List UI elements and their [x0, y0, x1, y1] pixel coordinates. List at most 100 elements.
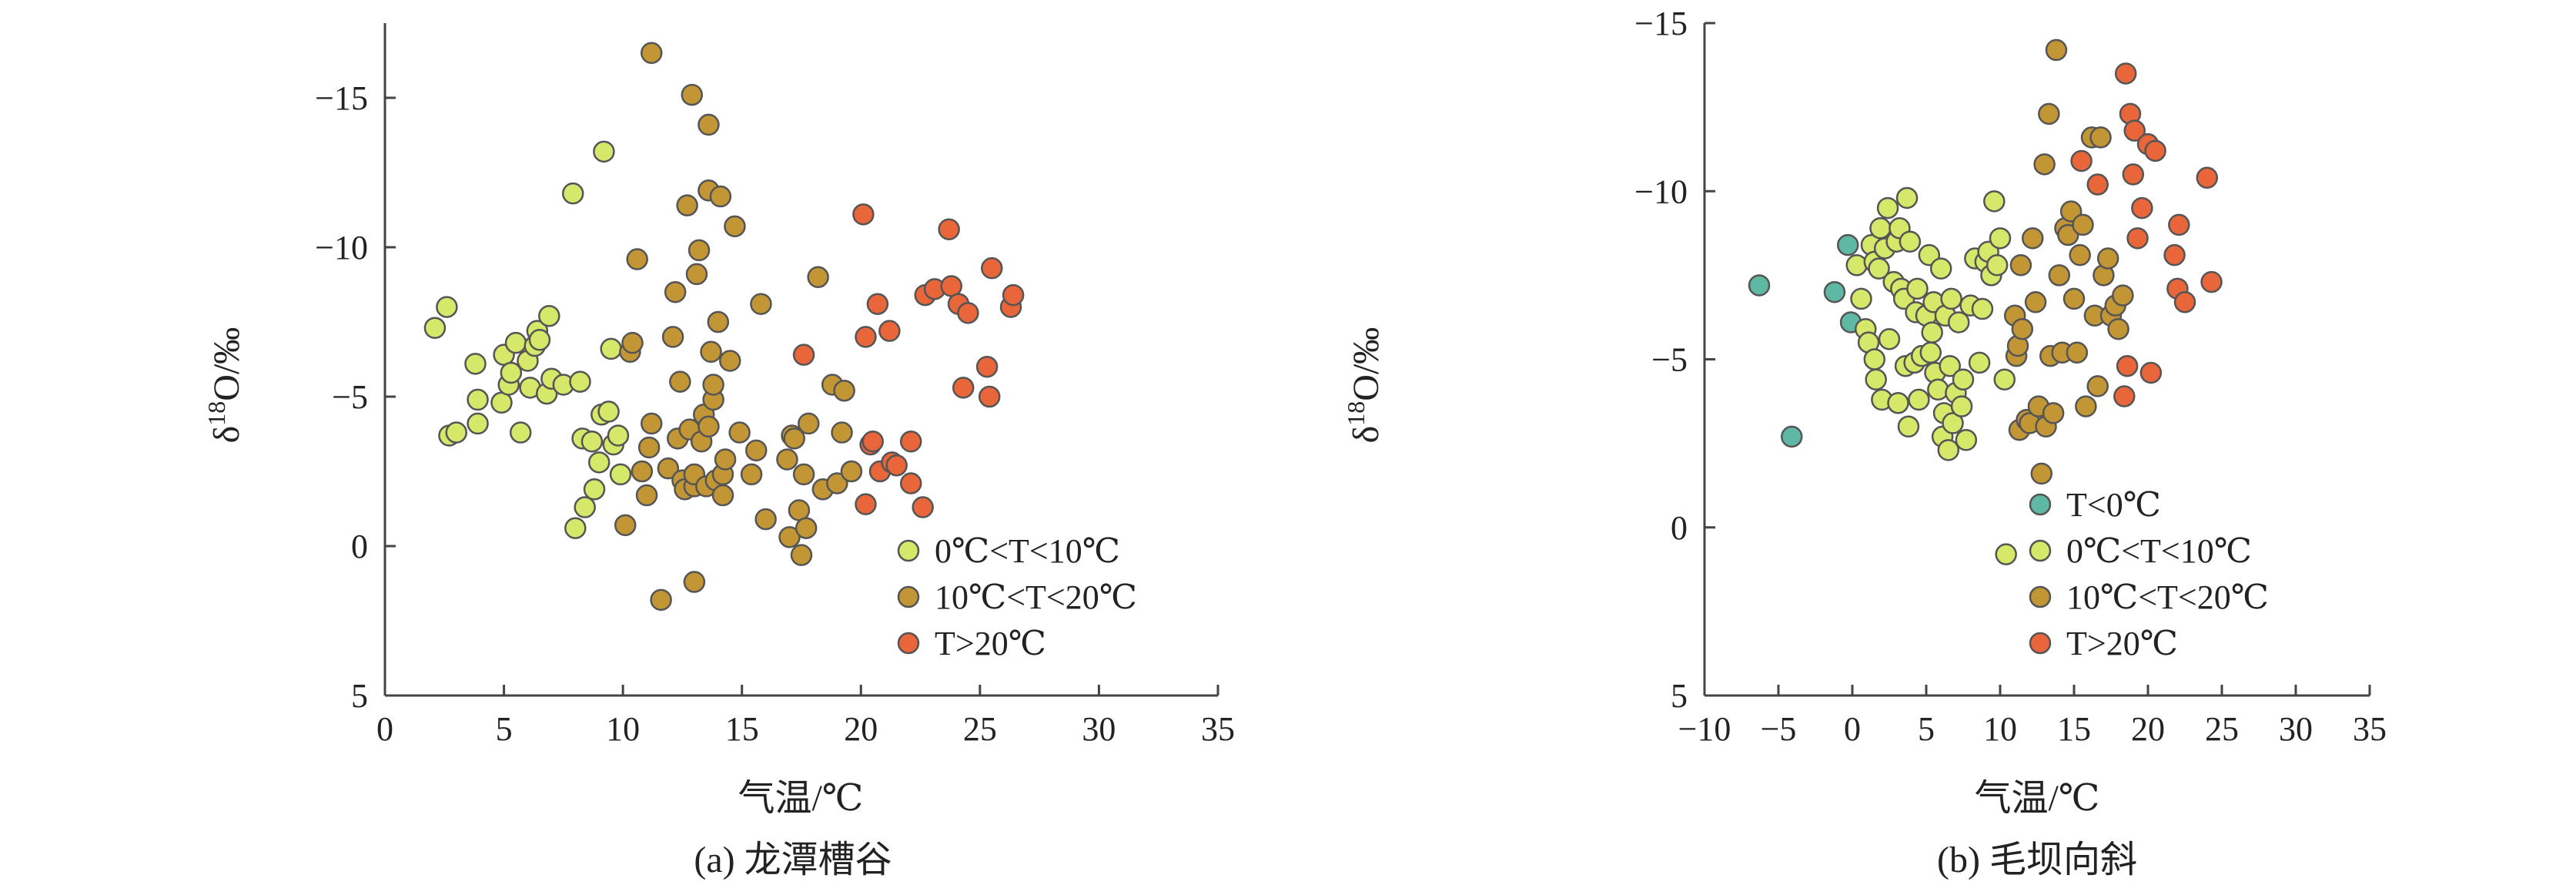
data-point — [569, 370, 591, 393]
data-point — [607, 424, 630, 447]
data-point — [2113, 385, 2136, 407]
data-point — [2131, 196, 2153, 220]
data-point — [707, 310, 730, 334]
x-tick-label: 15 — [725, 710, 759, 748]
data-point — [855, 493, 877, 515]
y-tick-label: −5 — [1651, 341, 1688, 379]
data-point — [2144, 139, 2166, 163]
data-point — [2086, 173, 2109, 196]
data-point — [2112, 284, 2134, 307]
data-point — [2062, 287, 2086, 310]
data-point — [899, 472, 922, 494]
data-point — [1865, 368, 1887, 391]
data-point — [792, 344, 815, 366]
data-point — [631, 460, 654, 483]
data-point — [878, 320, 901, 342]
data-point — [2200, 270, 2223, 293]
data-point — [2139, 361, 2163, 384]
y-tick-label: −10 — [315, 229, 368, 266]
data-point — [681, 83, 704, 106]
data-point — [561, 182, 584, 205]
data-point — [1876, 196, 1899, 220]
data-point — [899, 430, 922, 453]
data-point — [2163, 243, 2186, 266]
data-point — [728, 421, 751, 444]
series-2 — [792, 203, 1025, 518]
data-point — [1939, 354, 1961, 377]
y-tick-label: 0 — [1671, 509, 1688, 547]
data-point — [467, 412, 489, 435]
data-point — [938, 218, 960, 240]
data-point — [754, 508, 777, 531]
x-axis-title: 气温/℃ — [738, 778, 863, 819]
data-point — [2066, 341, 2089, 364]
legend-marker — [2029, 632, 2052, 655]
data-point — [885, 454, 908, 477]
data-point — [2114, 62, 2137, 85]
data-point — [1942, 412, 1964, 434]
data-point — [776, 448, 798, 471]
data-point — [981, 256, 1003, 280]
y-tick-label: −15 — [1634, 5, 1688, 42]
data-point — [1937, 439, 1960, 461]
data-point — [2011, 317, 2034, 340]
data-point — [698, 415, 720, 438]
data-point — [676, 194, 698, 216]
data-point — [1906, 277, 1929, 300]
data-point — [640, 42, 663, 65]
legend-marker — [2029, 493, 2052, 516]
data-point — [467, 388, 489, 411]
data-point — [1887, 391, 1909, 414]
data-point — [807, 266, 829, 289]
series-2 — [2003, 39, 2134, 485]
data-point — [698, 113, 720, 136]
data-point — [2173, 291, 2196, 313]
data-point — [640, 412, 663, 435]
data-point — [833, 379, 855, 402]
data-point — [587, 451, 611, 474]
data-point — [2126, 227, 2149, 250]
legend-label: T>20℃ — [935, 625, 1046, 662]
data-point — [2038, 102, 2060, 126]
data-point — [702, 374, 724, 396]
data-point — [635, 484, 658, 507]
data-point — [1986, 254, 2009, 277]
x-tick-label: 30 — [1082, 710, 1116, 748]
data-point — [683, 571, 706, 593]
data-point — [593, 140, 615, 163]
panel-b-scatter-chart: −10 −5 0 5 10 15 20 25 30 35 5 0 −5 −10 −15 气温/℃ δ18O/‰ (… — [1342, 5, 2387, 880]
data-point — [952, 377, 975, 399]
legend-label: T<0℃ — [2066, 486, 2161, 524]
y-tick-label: −15 — [315, 79, 368, 117]
data-point — [687, 239, 711, 262]
data-point — [583, 478, 606, 501]
data-point — [614, 514, 637, 537]
legend-marker — [897, 539, 920, 562]
x-tick-label: 35 — [1201, 710, 1235, 748]
data-point — [745, 439, 768, 462]
data-point — [1995, 543, 2017, 565]
data-point — [2033, 153, 2056, 176]
data-point — [528, 329, 551, 351]
legend-label: 10℃<T<20℃ — [935, 578, 1137, 616]
data-point — [1869, 217, 1892, 240]
data-point — [1878, 328, 1901, 350]
x-tick-label: 10 — [1983, 710, 2017, 748]
data-point — [2168, 213, 2190, 236]
data-point — [664, 280, 687, 303]
y-axis-title: δ18O/‰ — [1342, 327, 1387, 444]
data-point — [1940, 287, 1962, 310]
series-0 — [1748, 233, 1862, 448]
data-point — [1983, 190, 2006, 213]
data-point — [423, 317, 447, 340]
data-point — [750, 293, 772, 315]
data-point — [1989, 227, 2012, 250]
data-point — [1908, 388, 1930, 411]
series-1 — [614, 42, 863, 612]
data-point — [709, 185, 732, 208]
y-tick-label: −5 — [332, 378, 368, 416]
data-point — [1947, 311, 1970, 334]
data-point — [2042, 402, 2065, 424]
